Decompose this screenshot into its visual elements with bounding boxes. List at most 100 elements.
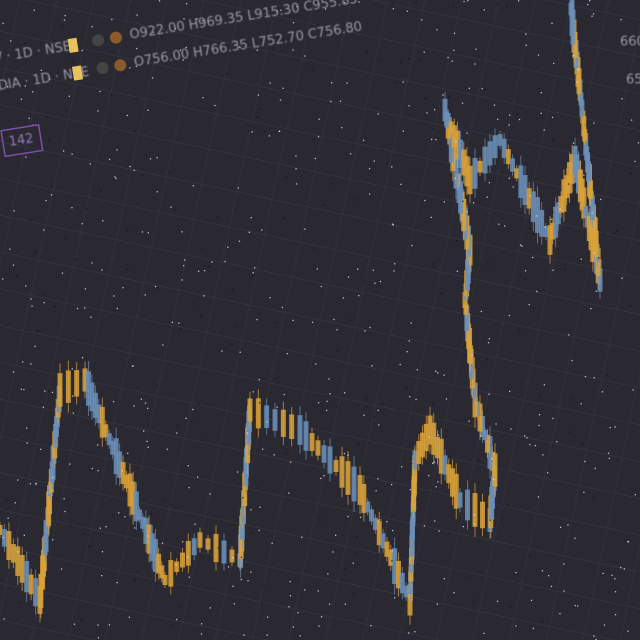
speck bbox=[525, 33, 527, 35]
speck bbox=[175, 563, 177, 566]
speck bbox=[174, 208, 177, 211]
speck bbox=[80, 373, 82, 375]
speck bbox=[262, 584, 265, 587]
speck bbox=[177, 425, 179, 427]
speck bbox=[29, 483, 31, 485]
speck bbox=[362, 139, 365, 142]
grid-line bbox=[0, 310, 640, 612]
speck bbox=[614, 578, 616, 580]
speck bbox=[572, 54, 574, 57]
speck bbox=[325, 8, 327, 10]
candle-body bbox=[96, 404, 102, 424]
speck bbox=[540, 112, 542, 115]
speck bbox=[81, 223, 83, 225]
speck bbox=[200, 439, 202, 441]
speck bbox=[584, 460, 586, 463]
candle-body bbox=[442, 98, 448, 122]
speck bbox=[71, 153, 73, 155]
speck bbox=[185, 417, 187, 420]
badge-box bbox=[0, 123, 44, 158]
speck bbox=[40, 448, 42, 450]
speck bbox=[437, 481, 439, 483]
speck bbox=[26, 442, 28, 444]
speck bbox=[234, 325, 236, 327]
speck bbox=[242, 497, 244, 499]
speck bbox=[295, 183, 298, 185]
speck bbox=[592, 13, 595, 15]
speck bbox=[518, 118, 521, 121]
speck bbox=[196, 476, 199, 478]
candle-body bbox=[510, 158, 515, 172]
candle-body bbox=[581, 187, 587, 219]
speck bbox=[487, 263, 489, 265]
speck bbox=[332, 551, 334, 553]
speck bbox=[372, 269, 375, 271]
candle-body bbox=[485, 434, 490, 453]
speck bbox=[192, 303, 195, 305]
speck bbox=[368, 167, 371, 170]
candle-body bbox=[24, 561, 30, 593]
speck bbox=[553, 62, 555, 65]
speck bbox=[377, 409, 379, 412]
candle-body bbox=[321, 445, 327, 463]
speck bbox=[209, 493, 211, 495]
candle-body bbox=[197, 532, 203, 548]
speck bbox=[60, 568, 63, 570]
candle-body bbox=[595, 247, 601, 277]
candle-body bbox=[130, 481, 136, 515]
speck bbox=[141, 174, 144, 176]
speck bbox=[35, 482, 37, 484]
speck bbox=[587, 462, 589, 464]
speck bbox=[603, 624, 606, 626]
speck bbox=[621, 98, 623, 100]
speck bbox=[551, 22, 553, 24]
speck bbox=[112, 400, 115, 403]
speck bbox=[252, 391, 254, 393]
speck bbox=[23, 42, 26, 45]
candle-body bbox=[99, 406, 105, 438]
speck bbox=[292, 22, 295, 24]
speck bbox=[190, 421, 193, 423]
speck bbox=[256, 116, 259, 118]
speck bbox=[311, 321, 314, 323]
speck bbox=[330, 100, 332, 103]
candle-body bbox=[583, 205, 589, 217]
speck bbox=[572, 398, 574, 401]
candle-body bbox=[543, 226, 549, 238]
speck bbox=[378, 424, 380, 426]
candle-body bbox=[140, 516, 146, 529]
speck bbox=[50, 194, 53, 196]
speck bbox=[524, 435, 526, 437]
speck bbox=[10, 40, 12, 42]
speck bbox=[606, 374, 608, 376]
candle-body bbox=[10, 544, 16, 563]
speck bbox=[69, 463, 71, 465]
speck bbox=[288, 492, 290, 494]
speck bbox=[391, 550, 394, 552]
speck bbox=[621, 277, 623, 279]
candle-body bbox=[85, 371, 91, 406]
speck bbox=[37, 156, 40, 158]
speck bbox=[64, 510, 66, 513]
speck bbox=[551, 116, 554, 119]
candle-body bbox=[110, 440, 116, 455]
speck bbox=[411, 462, 413, 465]
speck bbox=[220, 331, 222, 333]
candle-body bbox=[518, 165, 524, 198]
speck bbox=[133, 405, 135, 407]
candle-body bbox=[410, 519, 415, 541]
speck bbox=[116, 581, 118, 584]
speck bbox=[99, 527, 101, 529]
speck bbox=[317, 402, 320, 404]
candle-body bbox=[185, 540, 191, 566]
speck bbox=[480, 435, 482, 437]
speck bbox=[81, 619, 83, 621]
speck bbox=[391, 560, 393, 562]
speck bbox=[258, 529, 260, 532]
speck bbox=[166, 448, 168, 450]
candle-body bbox=[448, 121, 454, 134]
speck bbox=[168, 172, 171, 174]
speck bbox=[547, 575, 550, 577]
speck bbox=[156, 287, 159, 290]
